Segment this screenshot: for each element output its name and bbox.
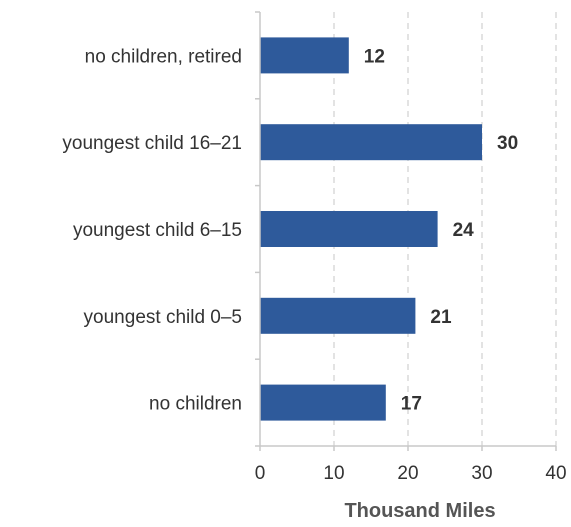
axes bbox=[255, 11, 557, 451]
x-tick-label-20: 20 bbox=[397, 463, 418, 484]
category-labels: no children, retired youngest child 16–21… bbox=[62, 46, 242, 414]
data-label-1: 30 bbox=[497, 133, 518, 154]
category-label-3: youngest child 0–5 bbox=[84, 307, 242, 328]
bar-1 bbox=[260, 124, 482, 161]
category-label-4: no children bbox=[149, 394, 242, 415]
data-labels: 12 30 24 21 17 bbox=[364, 46, 518, 414]
x-tick-label-10: 10 bbox=[323, 463, 344, 484]
data-label-3: 21 bbox=[430, 307, 452, 328]
x-tick-label-0: 0 bbox=[255, 463, 266, 484]
bars bbox=[260, 37, 482, 421]
data-label-2: 24 bbox=[453, 220, 475, 241]
bar-2 bbox=[260, 211, 438, 247]
x-axis-title: Thousand Miles bbox=[344, 500, 495, 522]
category-label-0: no children, retired bbox=[85, 46, 242, 67]
x-tick-label-30: 30 bbox=[471, 463, 492, 484]
x-tick-label-40: 40 bbox=[545, 463, 566, 484]
category-label-2: youngest child 6–15 bbox=[73, 220, 242, 241]
bar-0 bbox=[260, 37, 349, 74]
data-label-4: 17 bbox=[401, 394, 422, 415]
bar-4 bbox=[260, 384, 386, 421]
category-label-1: youngest child 16–21 bbox=[62, 133, 242, 154]
bar-3 bbox=[260, 297, 416, 334]
x-tick-labels: 0 10 20 30 40 bbox=[255, 463, 567, 484]
data-label-0: 12 bbox=[364, 46, 385, 67]
